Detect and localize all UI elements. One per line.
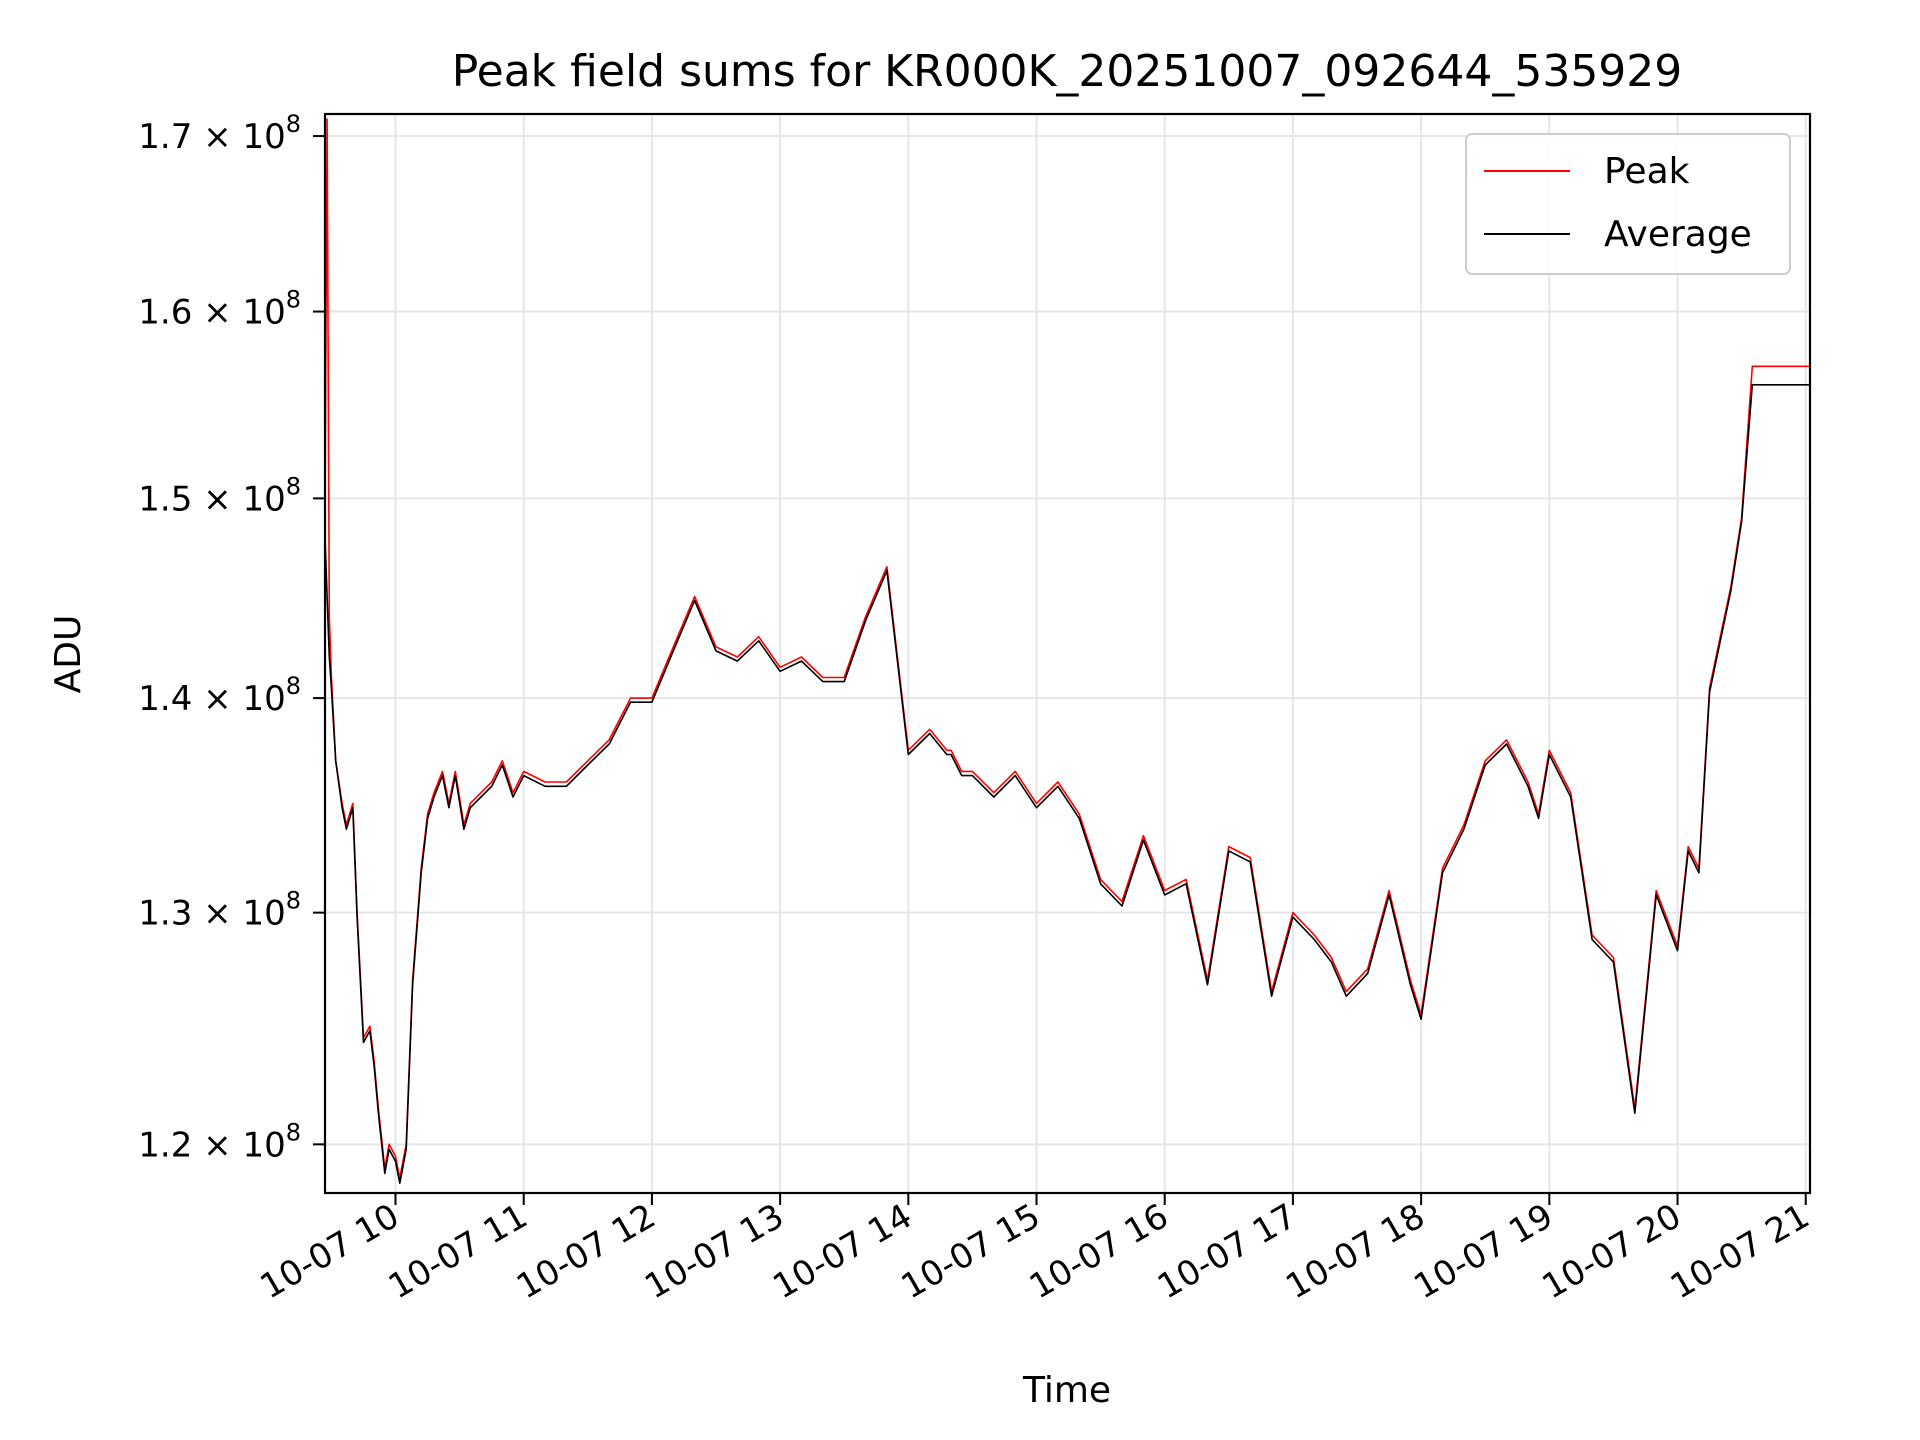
y-tick-label: 1.2 × 108 [138,1118,301,1165]
series-line-average [325,383,1810,1184]
legend-average-label: Average [1604,214,1752,255]
y-tick-label: 1.4 × 108 [138,672,301,719]
y-tick-label: 1.6 × 108 [138,286,301,333]
plot-frame [323,112,1812,1195]
y-axis-label: ADU [48,615,89,694]
legend: Peak Average [1465,133,1791,275]
legend-box [1465,133,1791,275]
y-axis-ticks: 1.2 × 108 1.3 × 108 1.4 × 108 1.5 × 108 1.6 … [138,110,325,1165]
series-lines [325,118,1810,1184]
grid-lines [325,114,1810,1193]
chart-title: Peak field sums for KR000K_20251007_0926… [452,46,1683,97]
y-tick-label: 1.7 × 108 [138,110,301,157]
y-tick-label: 1.3 × 108 [138,887,301,934]
x-axis-label: Time [1022,1370,1111,1411]
legend-peak-label: Peak [1604,151,1690,192]
y-tick-label: 1.5 × 108 [138,472,301,519]
